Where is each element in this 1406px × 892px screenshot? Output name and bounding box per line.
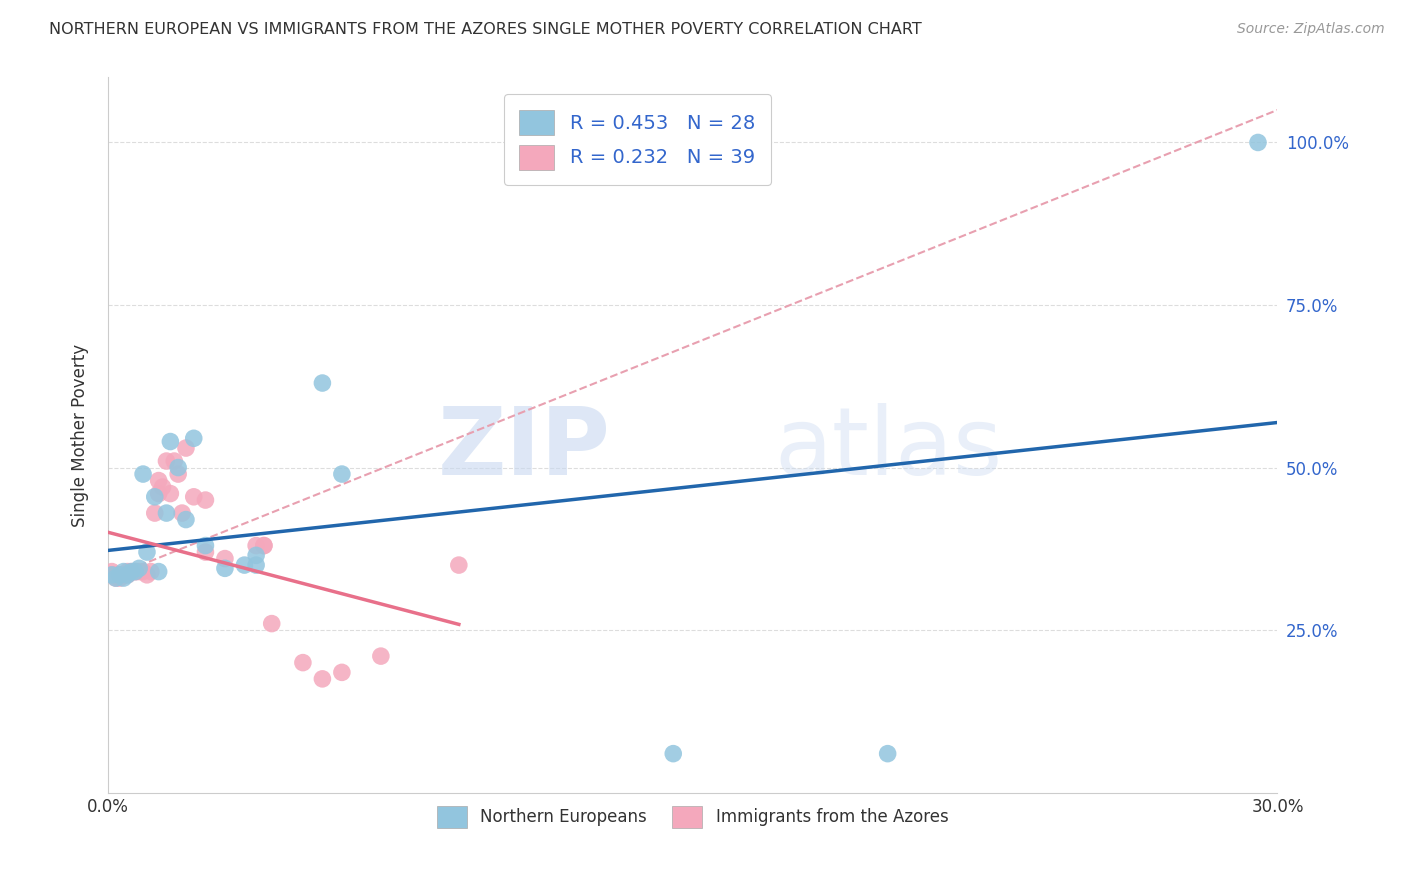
Point [260, 616, 283, 631]
Point [152, 480, 174, 494]
Point [124, 565, 146, 579]
Y-axis label: Single Mother Poverty: Single Mother Poverty [72, 343, 89, 526]
Point [104, 567, 127, 582]
Point [194, 493, 217, 508]
Point [148, 486, 170, 500]
Point [128, 565, 150, 579]
Point [132, 565, 155, 579]
Point [170, 506, 193, 520]
Point [245, 539, 267, 553]
Point [148, 565, 170, 579]
Point [167, 467, 190, 481]
Point [245, 558, 267, 573]
Point [330, 467, 353, 481]
Point [128, 561, 150, 575]
Point [163, 454, 186, 468]
Point [159, 434, 181, 449]
Point [120, 565, 142, 579]
Point [155, 454, 177, 468]
Point [108, 567, 131, 582]
Point [183, 490, 205, 504]
Text: NORTHERN EUROPEAN VS IMMIGRANTS FROM THE AZORES SINGLE MOTHER POVERTY CORRELATIO: NORTHERN EUROPEAN VS IMMIGRANTS FROM THE… [49, 22, 922, 37]
Point [112, 567, 135, 582]
Point [330, 665, 353, 680]
Point [214, 551, 236, 566]
Point [104, 571, 127, 585]
Point [253, 539, 276, 553]
Point [370, 649, 392, 664]
Point [174, 512, 197, 526]
Point [311, 376, 333, 390]
Point [108, 567, 131, 582]
Point [245, 549, 267, 563]
Point [117, 567, 139, 582]
Point [124, 565, 146, 579]
Text: atlas: atlas [775, 403, 1002, 495]
Point [117, 565, 139, 579]
Point [1247, 136, 1270, 150]
Point [120, 565, 142, 579]
Point [108, 571, 131, 585]
Point [101, 567, 124, 582]
Point [447, 558, 470, 573]
Point [136, 567, 159, 582]
Point [662, 747, 685, 761]
Point [104, 571, 127, 585]
Point [139, 565, 162, 579]
Point [174, 441, 197, 455]
Point [112, 565, 135, 579]
Point [159, 486, 181, 500]
Point [101, 565, 124, 579]
Point [167, 460, 190, 475]
Point [143, 490, 166, 504]
Point [253, 539, 276, 553]
Point [112, 571, 135, 585]
Point [143, 506, 166, 520]
Point [148, 474, 170, 488]
Point [876, 747, 898, 761]
Point [291, 656, 314, 670]
Text: ZIP: ZIP [439, 403, 610, 495]
Point [136, 545, 159, 559]
Point [117, 567, 139, 582]
Point [194, 539, 217, 553]
Point [214, 561, 236, 575]
Point [311, 672, 333, 686]
Point [132, 467, 155, 481]
Point [101, 567, 124, 582]
Point [124, 565, 146, 579]
Point [194, 545, 217, 559]
Legend: Northern Europeans, Immigrants from the Azores: Northern Europeans, Immigrants from the … [430, 799, 955, 834]
Point [155, 506, 177, 520]
Point [233, 558, 256, 573]
Point [183, 431, 205, 445]
Text: Source: ZipAtlas.com: Source: ZipAtlas.com [1237, 22, 1385, 37]
